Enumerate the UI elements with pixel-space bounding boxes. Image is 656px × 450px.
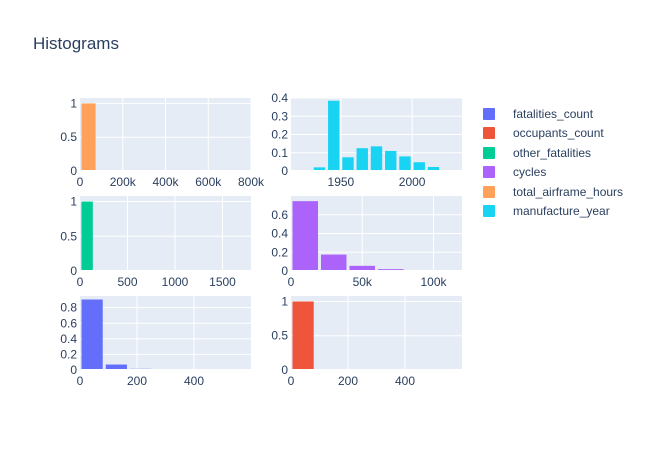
legend-label: total_airframe_hours xyxy=(513,184,624,199)
chart-title: Histograms xyxy=(33,34,119,53)
legend-item[interactable]: fatalities_count xyxy=(483,104,623,124)
histogram-bar[interactable] xyxy=(321,254,347,271)
x-tick-label: 800k xyxy=(238,175,265,189)
x-tick-label: 400 xyxy=(184,374,204,388)
legend-swatch xyxy=(483,205,495,218)
subplot-cycles: 0 0.2 0.4 0.6 0 50k 100k xyxy=(271,196,462,289)
y-tick-label: 0 xyxy=(281,363,288,377)
subplot-other_fatalities: 0 0.5 1 0 500 1000 1500 xyxy=(60,195,251,289)
y-tick-label: 0.2 xyxy=(271,128,288,142)
legend-item[interactable]: cycles xyxy=(483,163,623,183)
y-tick-label: 0.5 xyxy=(60,130,77,144)
x-tick-label: 200 xyxy=(338,374,358,388)
x-tick-label: 0 xyxy=(288,374,295,388)
y-tick-label: 0 xyxy=(281,264,288,278)
y-tick-label: 0 xyxy=(70,264,77,278)
x-tick-label: 0 xyxy=(288,275,295,289)
subplot-total_airframe_hours: 0 0.5 1 0 200k 400k 600k 800k xyxy=(60,96,265,189)
legend-label: fatalities_count xyxy=(513,106,594,121)
legend-label: other_fatalities xyxy=(513,145,592,160)
x-tick-label: 1500 xyxy=(209,275,236,289)
legend: fatalities_count occupants_count other_fat… xyxy=(483,104,623,221)
y-tick-label: 0 xyxy=(70,363,77,377)
y-tick-label: 0.4 xyxy=(60,332,77,346)
y-tick-label: 0.2 xyxy=(271,245,288,259)
histogram-bar[interactable] xyxy=(356,148,368,171)
x-tick-label: 600k xyxy=(195,175,222,189)
x-tick-label: 50k xyxy=(353,275,373,289)
histogram-bar[interactable] xyxy=(292,301,314,370)
x-tick-label: 0 xyxy=(77,175,84,189)
legend-item[interactable]: other_fatalities xyxy=(483,143,623,163)
x-tick-label: 0 xyxy=(77,275,84,289)
legend-label: occupants_count xyxy=(513,126,604,141)
histogram-bar[interactable] xyxy=(370,146,383,171)
histogram-bar[interactable] xyxy=(313,167,326,171)
y-tick-label: 0.8 xyxy=(60,301,77,315)
histogram-bar[interactable] xyxy=(413,162,425,171)
x-tick-label: 500 xyxy=(117,275,137,289)
legend-swatch xyxy=(483,127,495,140)
y-tick-label: 0.4 xyxy=(271,91,288,105)
legend-swatch xyxy=(483,107,495,120)
plot-area xyxy=(80,296,251,370)
histogram-bar[interactable] xyxy=(399,156,411,171)
x-tick-label: 2000 xyxy=(399,175,426,189)
y-tick-label: 0 xyxy=(70,164,77,178)
x-tick-label: 400 xyxy=(395,374,415,388)
y-tick-label: 0.1 xyxy=(271,146,288,160)
x-tick-label: 200k xyxy=(110,175,137,189)
y-tick-label: 0 xyxy=(281,164,288,178)
histogram-bar[interactable] xyxy=(342,157,354,171)
histogram-bar[interactable] xyxy=(105,364,127,370)
x-tick-label: 100k xyxy=(420,275,447,289)
histogram-bar[interactable] xyxy=(81,201,93,271)
histogram-bar[interactable] xyxy=(81,299,103,370)
subplot-occupants_count: 0 0.5 1 0 200 400 xyxy=(271,294,462,388)
histogram-bar[interactable] xyxy=(385,150,397,171)
legend-item[interactable]: total_airframe_hours xyxy=(483,182,623,202)
x-tick-label: 400k xyxy=(152,175,179,189)
legend-swatch xyxy=(483,146,495,159)
legend-label: cycles xyxy=(513,165,547,180)
histogram-bar[interactable] xyxy=(81,103,96,171)
legend-swatch xyxy=(483,166,495,179)
y-tick-label: 0.6 xyxy=(271,208,288,222)
legend-item[interactable]: manufacture_year xyxy=(483,202,623,222)
legend-swatch xyxy=(483,185,495,198)
y-tick-label: 1 xyxy=(70,195,77,209)
x-tick-label: 1000 xyxy=(162,275,189,289)
plot-area xyxy=(80,196,251,271)
y-tick-label: 0.3 xyxy=(271,109,288,123)
legend-label: manufacture_year xyxy=(513,204,610,219)
histogram-bar[interactable] xyxy=(328,100,340,171)
x-tick-label: 1950 xyxy=(328,175,355,189)
y-tick-label: 0.5 xyxy=(60,229,77,243)
y-tick-label: 1 xyxy=(70,96,77,110)
y-tick-label: 0.2 xyxy=(60,347,77,361)
histogram-bar[interactable] xyxy=(349,265,376,271)
y-tick-label: 0.4 xyxy=(271,227,288,241)
y-tick-label: 0.6 xyxy=(60,316,77,330)
legend-item[interactable]: occupants_count xyxy=(483,124,623,144)
subplot-fatalities_count: 00.20.40.60.80 200 400 xyxy=(60,296,251,388)
subplot-manufacture_year: 0 0.1 0.2 0.3 0.4 1950 2000 xyxy=(271,91,462,189)
x-tick-label: 0 xyxy=(77,374,84,388)
histogram-bar[interactable] xyxy=(427,166,440,171)
histogram-bar[interactable] xyxy=(292,201,319,271)
plot-area xyxy=(291,296,462,370)
x-tick-label: 200 xyxy=(127,374,147,388)
y-tick-label: 1 xyxy=(281,294,288,308)
y-tick-label: 0.5 xyxy=(271,329,288,343)
